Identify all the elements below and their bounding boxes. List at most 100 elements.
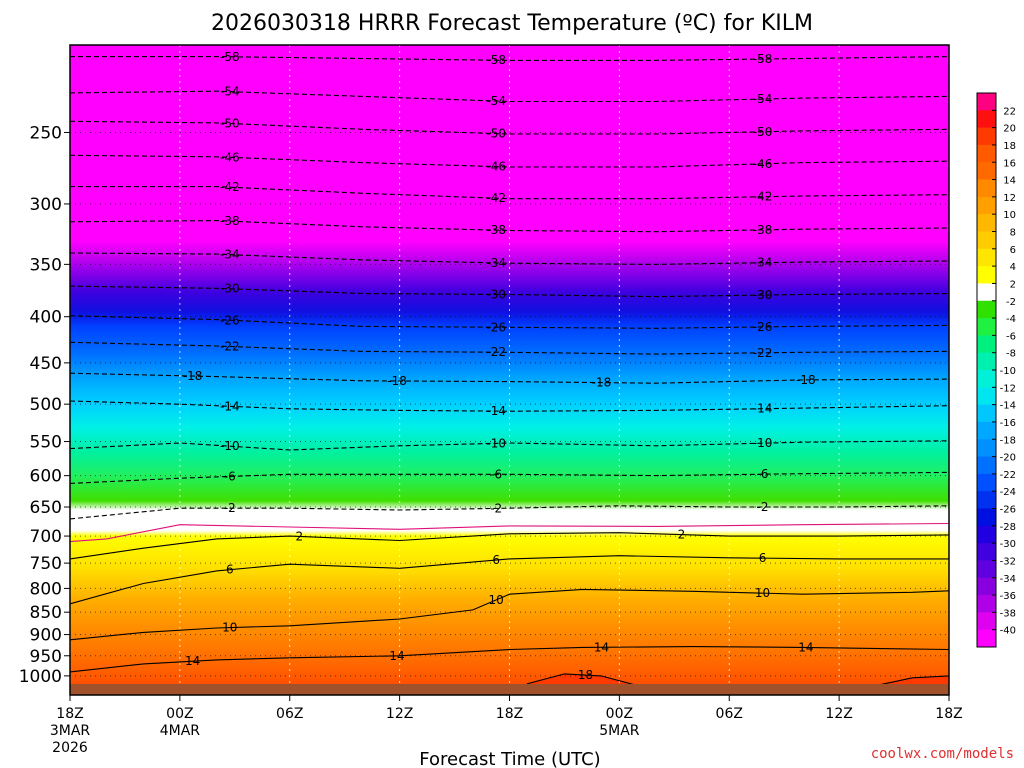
colorbar-tick-label: 12 [1003, 193, 1016, 204]
pressure-tick-label: 400 [30, 308, 62, 328]
isotherm-label: -10 [753, 436, 773, 450]
isotherm-label: 6 [226, 563, 234, 577]
isotherm-label: -2 [490, 501, 502, 515]
plot-area: -6 2 -58 -58 -58 -54 -54 -54 -50 -50 -50 -46 -46 -46 -… [70, 45, 949, 695]
colorbar-tick-label: -12 [1000, 383, 1016, 394]
pressure-tick-label: 550 [30, 433, 62, 453]
isotherm-label: -50 [486, 127, 506, 141]
colorbar-tick-label: 4 [1010, 262, 1016, 273]
colorbar-tick-label: -40 [1000, 626, 1016, 637]
colorbar-tick-label: 20 [1003, 124, 1016, 135]
isotherm-label: -18 [183, 369, 203, 383]
colorbar-tick-label: -14 [1000, 401, 1016, 412]
isotherm-label: -54 [486, 94, 506, 108]
colorbar-tick-label: -6 [1006, 331, 1016, 342]
time-tick-label: 2026 [52, 740, 88, 756]
time-tick-label: 12Z [386, 706, 413, 722]
chart-title: 2026030318 HRRR Forecast Temperature (ºC… [211, 11, 813, 36]
time-tick-label: 5MAR [599, 723, 640, 739]
isotherm-label: -30 [486, 287, 506, 301]
isotherm-line [70, 285, 949, 298]
colorbar-swatch [977, 318, 996, 336]
colorbar-tick-label: -18 [1000, 435, 1016, 446]
isotherm-label: -2 [224, 501, 236, 515]
colorbar-swatch [977, 300, 996, 319]
isotherm-label: -22 [220, 339, 240, 353]
isotherm-label: -14 [220, 399, 240, 413]
isotherm-label: -58 [753, 52, 773, 66]
isotherm-label: -54 [220, 85, 240, 99]
isotherm-label: 14 [389, 649, 404, 663]
colorbar-tick-label: -20 [1000, 453, 1016, 464]
colorbar-tick-label: 22 [1003, 106, 1016, 117]
isotherm-line [70, 154, 949, 168]
isotherm-line [70, 186, 949, 200]
time-tick-label: 00Z [606, 706, 633, 722]
colorbar-swatch [977, 525, 996, 544]
colorbar-tick-label: -22 [1000, 470, 1016, 481]
isotherm-label: 14 [185, 654, 200, 668]
isotherm-label: -34 [753, 256, 773, 270]
pressure-tick-label: 500 [30, 395, 62, 415]
colorbar-swatch [977, 248, 996, 267]
colorbar-tick-label: 14 [1003, 176, 1016, 187]
colorbar-tick-label: -8 [1006, 349, 1016, 360]
colorbar-swatch [977, 560, 996, 579]
pressure-tick-label: 450 [30, 354, 62, 374]
isotherm-layer: -6 2 -58 -58 -58 -54 -54 -54 -50 -50 -50 -46 -46 -46 -… [70, 45, 949, 695]
isotherm-label: -18 [796, 373, 816, 387]
isotherm-label: 10 [222, 621, 237, 635]
isotherm-line [70, 372, 949, 384]
time-tick-label: 4MAR [160, 723, 201, 739]
pressure-tick-label: 1000 [19, 667, 62, 687]
credit-link[interactable]: coolwx.com/models [871, 746, 1014, 762]
pressure-tick-label: 750 [30, 554, 62, 574]
colorbar-swatch [977, 144, 996, 163]
colorbar-tick-label: 2 [1010, 279, 1016, 290]
isotherm-line [70, 588, 949, 641]
colorbar-swatch [977, 456, 996, 475]
isotherm-label: -50 [753, 125, 773, 139]
isotherm-label: -34 [220, 248, 240, 262]
colorbar-tick-label: -24 [1000, 487, 1016, 498]
colorbar-tick-label: 18 [1003, 141, 1016, 152]
isotherm-line [70, 56, 949, 61]
isotherm-line [70, 505, 949, 520]
isotherm-label: -38 [220, 214, 240, 228]
colorbar-tick-label: -30 [1000, 539, 1016, 550]
colorbar-swatch [977, 214, 996, 232]
isotherm-label: -46 [486, 160, 506, 174]
colorbar-tick-label: -32 [1000, 556, 1016, 567]
grid-layer [70, 45, 949, 695]
isotherm-line [70, 522, 949, 543]
surface-terrain [70, 684, 949, 695]
colorbar-swatch [977, 127, 996, 146]
isotherm-label: -54 [753, 92, 773, 106]
colorbar-tick-label: -4 [1006, 314, 1016, 325]
isotherm-label: -18 [387, 374, 407, 388]
colorbar-tick-label: 10 [1003, 210, 1016, 221]
isotherm-label: -58 [220, 50, 240, 64]
isotherm-line [70, 90, 949, 103]
pressure-tick-label: 900 [30, 626, 62, 646]
isotherm-label: -14 [753, 402, 773, 416]
isotherm-label: -6 [490, 467, 502, 481]
colorbar-swatch [977, 439, 996, 458]
colorbar-swatch [977, 196, 996, 215]
isotherm-label: -38 [753, 223, 773, 237]
time-tick-label: 18Z [56, 706, 83, 722]
isotherm-line [70, 341, 949, 355]
isotherm-line [70, 220, 949, 233]
colorbar-swatch [977, 231, 996, 250]
isotherm-label: -30 [753, 288, 773, 302]
colorbar-tick-label: -2 [1006, 297, 1016, 308]
isotherm-label: -58 [486, 53, 506, 67]
isotherm-label: -30 [220, 282, 240, 296]
isotherm-label: -42 [753, 190, 773, 204]
isotherm-label: -50 [220, 117, 240, 131]
isotherm-label: -26 [220, 313, 240, 327]
colorbar-tick-label: -38 [1000, 608, 1016, 619]
colorbar-swatch [977, 179, 996, 198]
pressure-tick-label: 800 [30, 579, 62, 599]
